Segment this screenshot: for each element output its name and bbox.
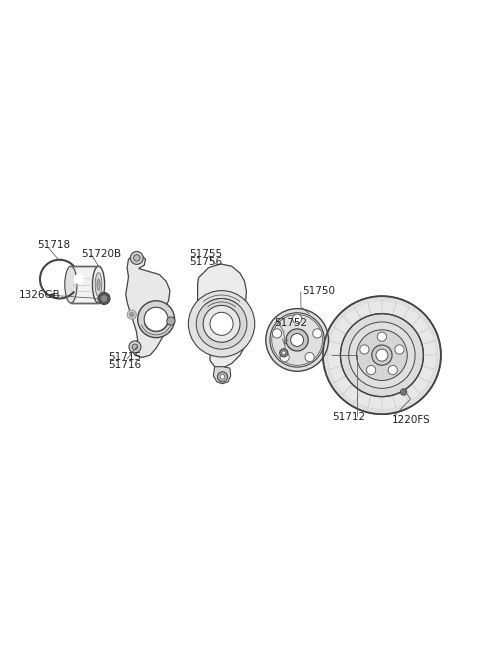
Circle shape <box>132 344 138 350</box>
Circle shape <box>323 296 441 414</box>
Circle shape <box>127 310 136 319</box>
Circle shape <box>286 329 308 351</box>
Circle shape <box>220 375 225 379</box>
Circle shape <box>400 389 407 395</box>
Circle shape <box>196 299 247 349</box>
Text: 51755: 51755 <box>189 249 222 259</box>
Text: 51718: 51718 <box>37 240 71 250</box>
Circle shape <box>377 332 386 341</box>
Circle shape <box>144 307 168 331</box>
Circle shape <box>349 322 415 388</box>
Circle shape <box>133 255 140 261</box>
Text: 1220FS: 1220FS <box>392 415 431 424</box>
Circle shape <box>305 352 314 362</box>
Circle shape <box>367 365 376 375</box>
Circle shape <box>131 252 143 265</box>
Circle shape <box>101 295 107 301</box>
Text: 51716: 51716 <box>108 360 142 370</box>
Text: 51720B: 51720B <box>81 249 121 259</box>
Circle shape <box>372 345 392 365</box>
Ellipse shape <box>95 272 102 297</box>
Circle shape <box>291 333 303 346</box>
Text: 51750: 51750 <box>302 286 335 295</box>
Circle shape <box>266 309 328 371</box>
Circle shape <box>217 372 228 382</box>
Circle shape <box>340 314 423 397</box>
Polygon shape <box>126 253 175 358</box>
Circle shape <box>138 301 175 337</box>
Ellipse shape <box>65 266 77 303</box>
Circle shape <box>98 293 110 305</box>
Text: 1326GB: 1326GB <box>19 290 60 300</box>
Circle shape <box>357 330 407 381</box>
Circle shape <box>376 349 388 361</box>
Ellipse shape <box>93 266 105 303</box>
Polygon shape <box>195 264 246 368</box>
Text: 51756: 51756 <box>189 257 222 267</box>
Circle shape <box>210 312 233 335</box>
Polygon shape <box>71 266 98 303</box>
Text: 51715: 51715 <box>108 352 142 362</box>
Circle shape <box>203 305 240 343</box>
Circle shape <box>272 329 282 338</box>
Circle shape <box>292 314 302 324</box>
Circle shape <box>188 291 255 357</box>
Circle shape <box>129 341 141 353</box>
Circle shape <box>312 329 322 338</box>
Polygon shape <box>276 309 296 371</box>
Circle shape <box>167 317 175 325</box>
Circle shape <box>130 312 134 317</box>
Circle shape <box>75 276 83 283</box>
Circle shape <box>395 345 404 354</box>
Polygon shape <box>213 367 231 384</box>
Circle shape <box>282 351 286 355</box>
Circle shape <box>360 345 369 354</box>
Circle shape <box>280 352 289 362</box>
Text: 51752: 51752 <box>275 318 308 328</box>
Text: 51712: 51712 <box>332 413 365 422</box>
Circle shape <box>280 348 288 357</box>
Ellipse shape <box>97 279 100 290</box>
Circle shape <box>388 365 397 375</box>
